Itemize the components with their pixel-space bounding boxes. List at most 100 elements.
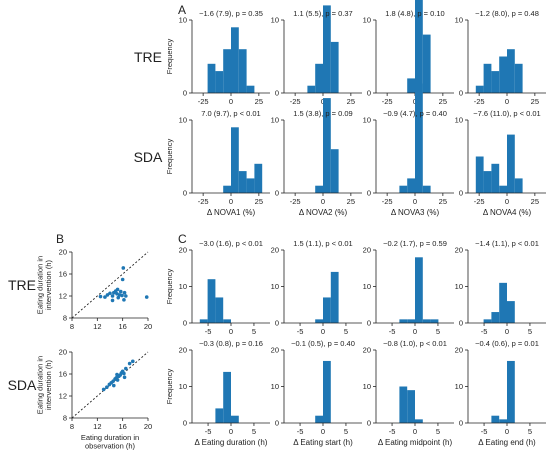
y-tick-label: 10 [363, 116, 371, 125]
panel-a-histograms: −1.6 (7.9), p = 0.35 -25 0 25 0 10 Frequency 1.… [165, 0, 546, 217]
hist-bar [483, 63, 492, 93]
x-axis-label: Δ NOVA3 (%) [391, 208, 440, 217]
scatter-point [124, 366, 128, 371]
hist-bar [323, 5, 331, 93]
hist-bar [399, 185, 408, 193]
scatter-point [110, 294, 115, 298]
y-axis-label: Eating duration inintervention (h) [36, 256, 53, 314]
y-tick-label: 0 [459, 419, 463, 428]
x-tick-label: 0 [505, 427, 509, 436]
y-tick-label: 20 [455, 246, 463, 255]
stat-label: −0.1 (0.5), p = 0.40 [291, 339, 355, 348]
x-tick-label: 25 [255, 97, 263, 106]
y-tick-label: 10 [455, 116, 463, 125]
y-axis-label: Frequency [165, 39, 174, 75]
scatter-point [103, 295, 107, 299]
y-tick-label: 10 [363, 16, 371, 25]
hist-bar [415, 83, 423, 193]
x-tick-label: -25 [382, 197, 393, 206]
y-tick-label: 0 [459, 89, 463, 98]
hist-bar [323, 98, 331, 193]
stat-label: −1.2 (8.0), p = 0.48 [475, 9, 539, 18]
y-tick-label: 0 [275, 319, 279, 328]
x-axis-label: Δ Eating duration (h) [195, 438, 268, 447]
hist-bar [315, 415, 323, 423]
y-tick-label: 0 [183, 89, 187, 98]
hist-bar [415, 257, 423, 323]
y-axis-label: Eating duration inintervention (h) [36, 356, 53, 414]
hist-a-r1-c3: −7.6 (11.0), p < 0.01 -25 0 25 0 10 Δ NOVA4 (%… [455, 109, 546, 217]
hist-bar [514, 178, 523, 193]
hist-bar [207, 279, 216, 323]
y-tick-label: 20 [271, 246, 279, 255]
y-tick-label: 10 [455, 16, 463, 25]
hist-bar [491, 312, 500, 323]
stat-label: −0.8 (1.0), p < 0.01 [383, 339, 447, 348]
x-tick-label: 5 [436, 427, 440, 436]
hist-bar [475, 156, 484, 193]
y-tick-label: 0 [459, 189, 463, 198]
hist-bar [246, 85, 255, 93]
y-tick-label: 0 [367, 89, 371, 98]
scatter-point [110, 298, 115, 303]
stat-label: 1.5 (1.1), p < 0.01 [293, 239, 352, 248]
hist-bar [422, 185, 431, 193]
hist-bar [315, 319, 323, 323]
group-label-a-tre: TRE [134, 49, 162, 65]
y-tick-label: 0 [183, 189, 187, 198]
y-tick-label: 10 [179, 16, 187, 25]
panel-c-histograms: −3.0 (1.6), p < 0.01 -5 0 5 0 10 20 Frequency 1.… [165, 239, 546, 447]
hist-bar [238, 171, 247, 193]
hist-bar [330, 271, 339, 323]
scatter-point [124, 294, 128, 298]
y-tick-label: 0 [367, 419, 371, 428]
x-tick-label: 0 [321, 427, 325, 436]
y-tick-label: 16 [59, 370, 67, 379]
hist-a-r0-c3: −1.2 (8.0), p = 0.48 -25 0 25 0 10 [455, 9, 546, 106]
y-tick-label: 0 [459, 319, 463, 328]
x-tick-label: 25 [347, 97, 355, 106]
y-tick-label: 20 [59, 348, 67, 357]
stat-label: 1.8 (4.8), p = 0.10 [385, 9, 444, 18]
y-tick-label: 10 [271, 116, 279, 125]
x-tick-label: -5 [205, 327, 212, 336]
x-tick-label: 0 [229, 327, 233, 336]
x-tick-label: 20 [144, 422, 152, 431]
scatter-point [108, 291, 112, 296]
x-tick-label: 8 [70, 322, 74, 331]
y-axis-label: Frequency [165, 369, 174, 405]
hist-bar [499, 56, 507, 93]
y-tick-label: 0 [275, 419, 279, 428]
hist-bar [475, 85, 484, 93]
hist-bar [223, 185, 231, 193]
stat-label: −1.4 (1.1), p < 0.01 [475, 239, 539, 248]
y-tick-label: 0 [367, 189, 371, 198]
stat-label: 1.1 (5.5), p = 0.37 [293, 9, 352, 18]
hist-bar [491, 415, 500, 423]
identity-line [71, 351, 149, 419]
hist-bar [483, 171, 492, 193]
x-tick-label: 8 [70, 422, 74, 431]
x-tick-label: -5 [297, 427, 304, 436]
x-tick-label: 12 [93, 422, 101, 431]
x-tick-label: 25 [531, 97, 539, 106]
identity-line [71, 251, 149, 319]
y-tick-label: 10 [179, 382, 187, 391]
x-axis-label: Eating duration in observation (h) [81, 433, 139, 450]
hist-bar [323, 297, 331, 323]
y-tick-label: 0 [183, 319, 187, 328]
hist-c-r0-c3: −1.4 (1.1), p < 0.01 -5 0 5 0 10 20 [455, 239, 546, 336]
hist-bar [407, 390, 415, 423]
hist-bar [422, 319, 431, 323]
hist-c-r0-c2: −0.2 (1.7), p = 0.59 -5 0 5 0 10 20 [363, 239, 454, 336]
scatter-point [115, 372, 119, 377]
hist-bar [215, 297, 224, 323]
hist-bar [415, 0, 423, 94]
x-tick-label: -5 [389, 427, 396, 436]
scatter-point [98, 294, 103, 299]
stat-label: 7.0 (9.7), p < 0.01 [201, 109, 260, 118]
scatter-point [120, 277, 125, 282]
